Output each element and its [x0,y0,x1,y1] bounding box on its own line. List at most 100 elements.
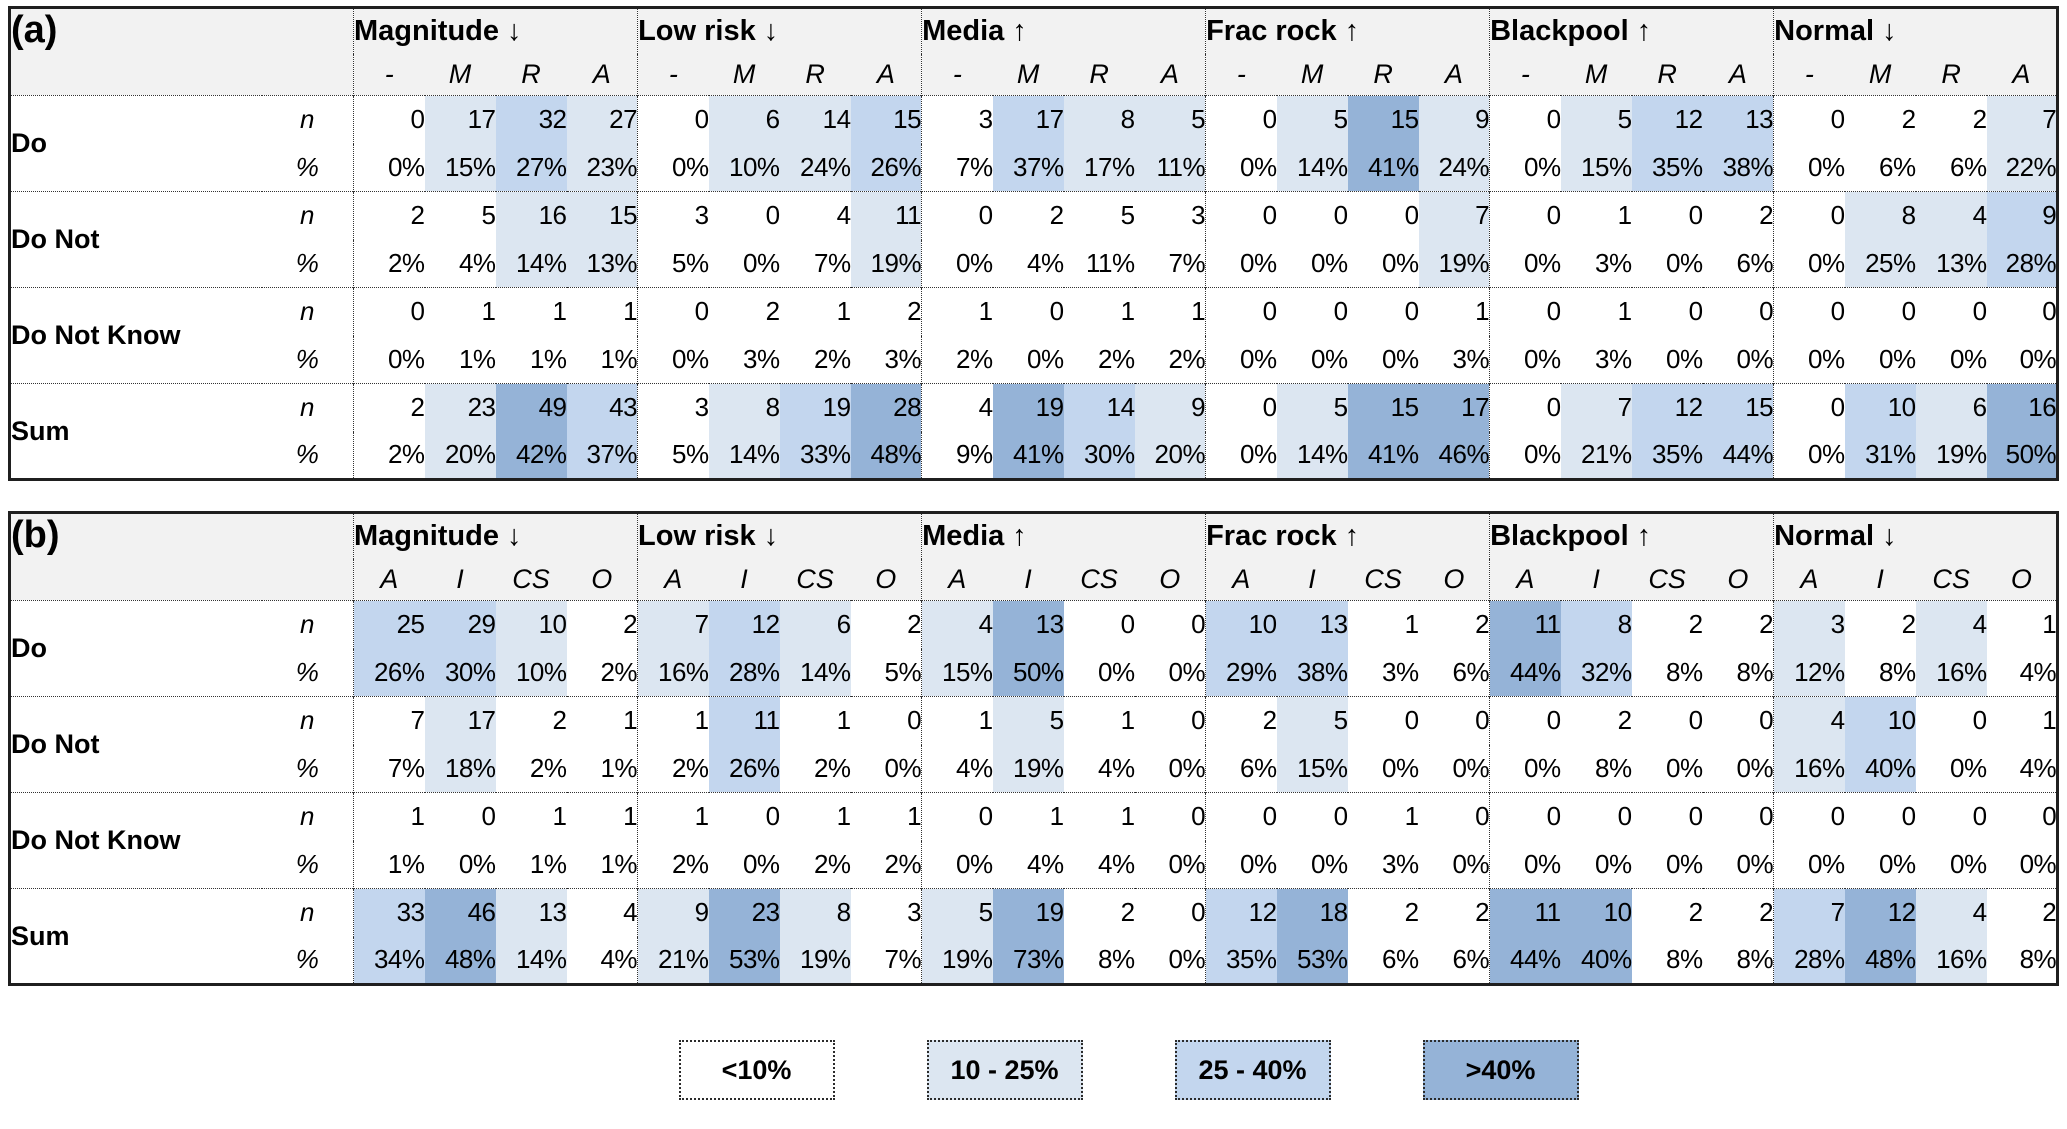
legend-item-gt40: >40% [1422,1040,1579,1100]
data-cell-pct: 0% [1915,840,1987,889]
sub-row-label-pct: % [261,143,355,192]
data-cell-pct: 14% [495,239,567,288]
table-row-pct: % 2% 20% 42% 37% 5% 14% 33% 48% 9% 41% 30% 20% 0% 14% 4… [10,431,2059,480]
data-cell-n: 0 [921,191,993,240]
data-cell-pct: 0% [1702,744,1775,793]
data-cell-pct: 21% [1560,431,1632,480]
data-cell-n: 25 [353,600,425,649]
data-cell-pct: 0% [992,335,1064,384]
sub-row-label-pct: % [261,744,354,793]
data-cell-pct: 19% [992,744,1064,793]
data-cell-pct: 6% [1418,936,1491,985]
data-cell-pct: 21% [637,936,709,985]
legend-label: <10% [721,1054,792,1085]
data-cell-n: 1 [1418,287,1491,336]
data-cell-pct: 38% [1702,143,1775,192]
data-cell-pct: 15% [921,648,993,697]
data-cell-n: 1 [1063,287,1135,336]
data-cell-n: 16 [495,191,567,240]
data-cell-pct: 41% [992,431,1064,480]
data-cell-pct: 0% [1915,744,1987,793]
group-header-normal: Normal ↓ [1773,512,2059,559]
data-cell-n: 15 [1347,95,1419,144]
data-cell-n: 0 [1205,383,1277,432]
data-cell-pct: 34% [353,936,425,985]
data-cell-pct: 2% [353,239,425,288]
column-letter: M [424,53,496,96]
sub-row-label-n: n [261,95,355,144]
data-cell-pct: 2% [495,744,567,793]
column-letter: CS [1347,558,1419,601]
data-cell-pct: 26% [708,744,780,793]
data-cell-pct: 3% [1418,335,1491,384]
data-cell-pct: 35% [1205,936,1277,985]
data-cell-pct: 0% [1418,840,1491,889]
data-cell-n: 19 [992,383,1064,432]
column-letter: - [1205,53,1277,96]
row-label-do-not: Do Not [9,696,262,793]
group-header-magnitude: Magnitude ↓ [353,512,639,559]
data-cell-pct: 3% [1560,335,1632,384]
data-cell-pct: 6% [1347,936,1419,985]
data-cell-n: 2 [1347,888,1419,937]
data-cell-n: 0 [1276,287,1348,336]
data-cell-pct: 27% [495,143,567,192]
data-cell-pct: 40% [1560,936,1632,985]
data-cell-n: 0 [1702,287,1775,336]
data-cell-n: 6 [1915,383,1987,432]
column-letter: I [1560,558,1632,601]
column-letter: CS [1915,558,1987,601]
column-letter: R [1915,53,1987,96]
column-letter: - [353,53,425,96]
data-cell-n: 11 [708,696,780,745]
table-row-n: Do n 25 29 10 2 7 12 6 2 4 13 0 0 10 13 1 2 11 8 2 2 3 2 4 1 [9,600,2059,697]
table-row-pct: % 2% 4% 14% 13% 5% 0% 7% 19% 0% 4% 11% 7% 0% 0% 0% 19% 0%… [10,239,2059,288]
data-cell-pct: 11% [1063,239,1135,288]
data-cell-pct: 2% [1063,335,1135,384]
data-cell-n: 2 [1205,696,1277,745]
table-row-n: Do Not Know n 1 0 1 1 1 0 1 1 0 1 1 0 0 0 1 0 0 0 0 0 0 0 0 0 [9,792,2059,889]
data-cell-n: 0 [1205,792,1277,841]
data-cell-n: 11 [1489,888,1561,937]
data-cell-n: 2 [1844,95,1916,144]
data-cell-n: 4 [1915,888,1987,937]
data-cell-pct: 44% [1489,648,1561,697]
column-letter: CS [495,558,567,601]
data-cell-pct: 13% [1915,239,1987,288]
data-cell-n: 12 [708,600,780,649]
data-cell-n: 1 [992,792,1064,841]
data-cell-n: 0 [1915,696,1987,745]
data-cell-n: 7 [1773,888,1845,937]
legend-item-lt10: <10% [678,1040,835,1100]
data-cell-n: 0 [1418,696,1491,745]
data-cell-n: 5 [1276,696,1348,745]
data-cell-n: 3 [921,95,993,144]
column-letter: O [1134,558,1207,601]
table-row-n: Do Not Know n 0 1 1 1 0 2 1 2 1 0 1 1 0 0 0 1 0 1 0 0 0 0 0 0 [9,287,2059,384]
data-cell-n: 17 [424,95,496,144]
data-cell-pct: 3% [1347,648,1419,697]
data-cell-n: 0 [1915,792,1987,841]
data-cell-n: 17 [1418,383,1491,432]
data-cell-n: 5 [1276,383,1348,432]
data-cell-n: 1 [921,696,993,745]
data-cell-pct: 0% [1560,840,1632,889]
data-cell-n: 2 [1986,888,2059,937]
data-cell-pct: 16% [637,648,709,697]
data-cell-n: 0 [1063,600,1135,649]
data-cell-pct: 0% [1276,335,1348,384]
data-cell-n: 9 [1986,191,2059,240]
column-letter: - [637,53,709,96]
column-letter: R [779,53,851,96]
column-letter: A [921,558,993,601]
data-cell-pct: 0% [1489,335,1561,384]
data-cell-pct: 14% [1276,431,1348,480]
column-letter: A [566,53,639,96]
table-a: (a) Magnitude ↓ Low risk ↓ Media ↑ Frac rock… [8,6,2060,481]
data-cell-n: 0 [1489,287,1561,336]
data-cell-pct: 2% [353,431,425,480]
row-label-do-not-know: Do Not Know [9,792,262,889]
data-cell-pct: 0% [1844,840,1916,889]
data-cell-n: 46 [424,888,496,937]
data-cell-n: 4 [921,600,993,649]
